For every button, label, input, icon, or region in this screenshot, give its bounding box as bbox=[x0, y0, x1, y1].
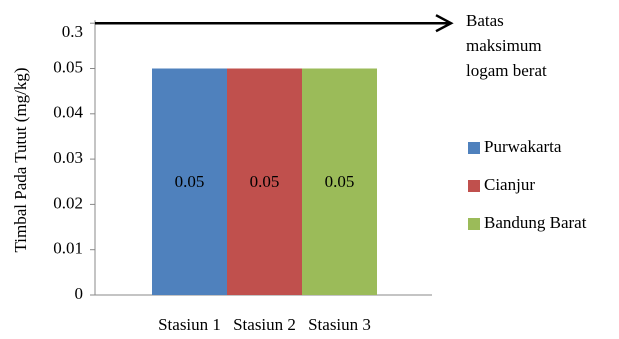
y-tick-label: 0.05 bbox=[53, 57, 83, 76]
x-tick-label: Stasiun 3 bbox=[308, 315, 371, 334]
limit-label: Batas bbox=[466, 11, 504, 30]
data-label: 0.05 bbox=[250, 172, 280, 191]
y-tick-label: 0.02 bbox=[53, 193, 83, 212]
data-label: 0.05 bbox=[175, 172, 205, 191]
limit-label: logam berat bbox=[466, 61, 547, 80]
legend-swatch bbox=[468, 218, 480, 230]
y-tick-label: 0.01 bbox=[53, 239, 83, 258]
legend-swatch bbox=[468, 142, 480, 154]
x-tick-label: Stasiun 2 bbox=[233, 315, 296, 334]
limit-label: maksimum bbox=[466, 36, 542, 55]
x-tick-label: Stasiun 1 bbox=[158, 315, 221, 334]
y-tick-label: 0 bbox=[75, 284, 84, 303]
y-tick-label: 0.3 bbox=[62, 22, 83, 41]
y-tick-label: 0.04 bbox=[53, 103, 83, 122]
legend-swatch bbox=[468, 180, 480, 192]
y-axis-label: Timbal Pada Tutut (mg/kg) bbox=[11, 68, 30, 253]
legend-label: Bandung Barat bbox=[484, 213, 587, 232]
y-tick-label: 0.03 bbox=[53, 148, 83, 167]
legend-label: Purwakarta bbox=[484, 137, 562, 156]
bar bbox=[227, 68, 302, 295]
data-label: 0.05 bbox=[325, 172, 355, 191]
legend-label: Cianjur bbox=[484, 175, 535, 194]
bar bbox=[152, 68, 227, 295]
limit-arrowhead bbox=[435, 14, 454, 33]
bar bbox=[302, 68, 377, 295]
